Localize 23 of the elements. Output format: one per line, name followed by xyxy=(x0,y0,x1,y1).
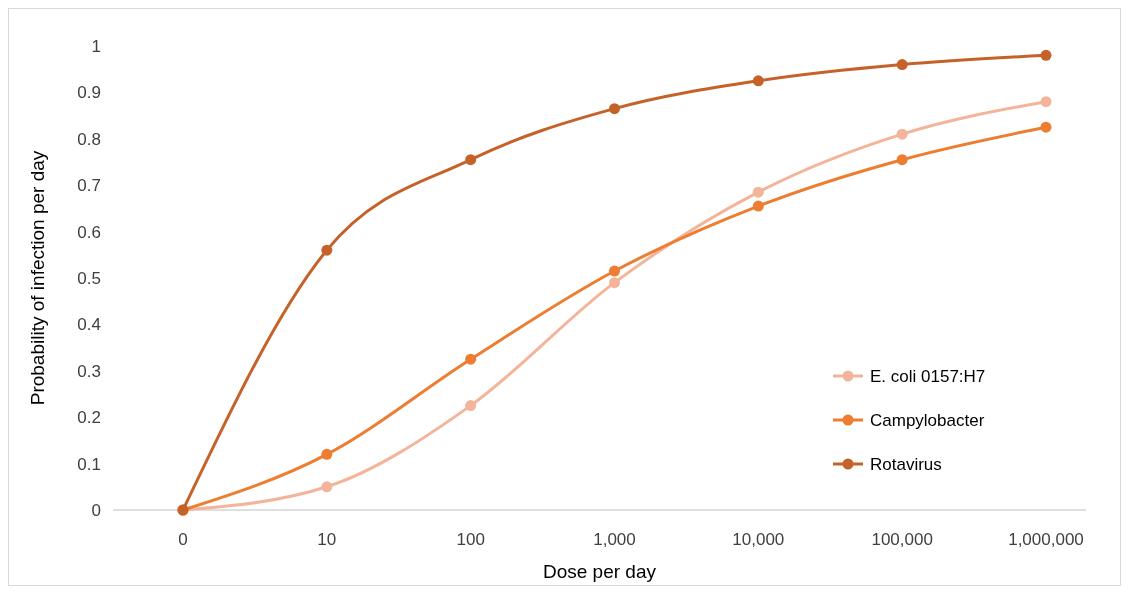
y-axis-title: Probability of infection per day xyxy=(27,150,48,406)
x-tick-label: 0 xyxy=(178,530,188,549)
y-tick-label: 0.8 xyxy=(77,129,101,149)
y-tick-label: 0.6 xyxy=(77,222,101,242)
y-tick-label: 0.9 xyxy=(77,83,101,103)
x-tick-label: 100,000 xyxy=(871,530,933,549)
y-tick-label: 0.7 xyxy=(77,176,101,196)
x-tick-label: 1,000 xyxy=(593,530,636,549)
x-tick-label: 10 xyxy=(317,530,337,549)
y-tick-label: 0.2 xyxy=(77,408,101,428)
y-tick-label: 0.4 xyxy=(77,315,101,335)
x-tick-label: 10,000 xyxy=(732,530,785,549)
x-tick-label: 100 xyxy=(456,530,485,549)
x-axis-title: Dose per day xyxy=(542,561,657,582)
legend-label: Rotavirus xyxy=(870,455,942,474)
y-tick-label: 0 xyxy=(91,501,101,520)
y-tick-label: 0.5 xyxy=(77,269,101,288)
legend-label: Campylobacter xyxy=(870,411,985,430)
legend-label: E. coli 0157:H7 xyxy=(870,367,986,386)
x-tick-label: 1,000,000 xyxy=(1008,530,1084,549)
y-tick-label: 1 xyxy=(91,37,101,56)
y-tick-label: 0.1 xyxy=(77,454,101,474)
y-tick-label: 0.3 xyxy=(77,361,101,381)
